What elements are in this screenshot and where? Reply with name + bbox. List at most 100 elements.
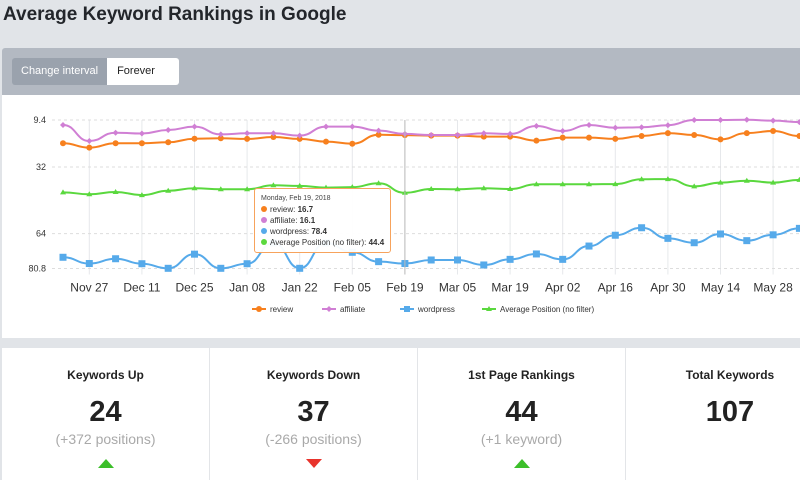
- point-diamond[interactable]: [428, 131, 435, 138]
- point-square[interactable]: [191, 250, 198, 258]
- point-triangle[interactable]: [664, 176, 671, 182]
- point-circle[interactable]: [256, 306, 262, 312]
- point-diamond[interactable]: [270, 130, 277, 137]
- point-circle[interactable]: [375, 131, 382, 138]
- point-triangle[interactable]: [454, 186, 461, 192]
- point-circle[interactable]: [270, 134, 277, 141]
- point-square[interactable]: [717, 230, 724, 238]
- point-triangle[interactable]: [375, 180, 382, 186]
- point-diamond[interactable]: [60, 121, 66, 128]
- point-square[interactable]: [454, 256, 461, 264]
- point-triangle[interactable]: [691, 183, 698, 189]
- point-circle[interactable]: [296, 135, 303, 142]
- point-triangle[interactable]: [717, 179, 724, 185]
- point-square[interactable]: [138, 260, 146, 268]
- point-triangle[interactable]: [612, 181, 619, 187]
- point-diamond[interactable]: [770, 117, 777, 124]
- point-square[interactable]: [427, 256, 435, 264]
- point-triangle[interactable]: [60, 189, 66, 195]
- point-diamond[interactable]: [586, 121, 592, 128]
- point-triangle[interactable]: [349, 184, 356, 190]
- point-circle[interactable]: [60, 140, 66, 147]
- point-square[interactable]: [769, 231, 777, 239]
- point-triangle[interactable]: [296, 182, 303, 188]
- point-triangle[interactable]: [559, 181, 566, 187]
- point-diamond[interactable]: [165, 126, 172, 133]
- point-triangle[interactable]: [112, 188, 119, 194]
- point-triangle[interactable]: [638, 176, 645, 182]
- point-circle[interactable]: [743, 130, 750, 137]
- point-diamond[interactable]: [326, 306, 332, 312]
- point-diamond[interactable]: [664, 122, 671, 129]
- point-diamond[interactable]: [796, 119, 800, 126]
- point-square[interactable]: [85, 260, 93, 268]
- point-circle[interactable]: [770, 128, 777, 135]
- point-diamond[interactable]: [138, 130, 145, 137]
- point-square[interactable]: [532, 250, 540, 258]
- point-circle[interactable]: [796, 133, 800, 140]
- point-diamond[interactable]: [323, 123, 329, 130]
- point-diamond[interactable]: [217, 131, 224, 138]
- point-square[interactable]: [795, 224, 800, 232]
- point-square[interactable]: [743, 237, 751, 245]
- point-square[interactable]: [112, 255, 120, 263]
- point-diamond[interactable]: [533, 123, 540, 130]
- legend-item[interactable]: wordpress: [400, 305, 455, 314]
- point-diamond[interactable]: [507, 130, 514, 137]
- interval-selector[interactable]: Change interval Forever: [12, 58, 179, 85]
- point-square[interactable]: [506, 255, 514, 263]
- point-triangle[interactable]: [796, 176, 800, 182]
- point-circle[interactable]: [244, 135, 251, 142]
- point-diamond[interactable]: [717, 117, 724, 123]
- point-circle[interactable]: [664, 130, 671, 137]
- point-diamond[interactable]: [559, 128, 566, 135]
- point-triangle[interactable]: [165, 187, 172, 193]
- point-diamond[interactable]: [454, 131, 461, 138]
- point-square[interactable]: [690, 239, 698, 247]
- point-circle[interactable]: [612, 135, 619, 142]
- point-diamond[interactable]: [638, 124, 645, 131]
- point-triangle[interactable]: [217, 186, 224, 192]
- point-circle[interactable]: [480, 133, 487, 140]
- point-circle[interactable]: [638, 133, 645, 140]
- change-interval-label[interactable]: Change interval: [12, 58, 108, 85]
- point-diamond[interactable]: [112, 129, 119, 136]
- point-triangle[interactable]: [533, 181, 540, 187]
- point-circle[interactable]: [717, 136, 724, 143]
- point-circle[interactable]: [217, 135, 224, 142]
- point-circle[interactable]: [191, 135, 198, 142]
- point-circle[interactable]: [138, 140, 145, 147]
- point-diamond[interactable]: [191, 123, 198, 130]
- point-triangle[interactable]: [586, 181, 592, 187]
- point-diamond[interactable]: [480, 130, 487, 137]
- point-circle[interactable]: [165, 139, 172, 146]
- point-circle[interactable]: [533, 137, 540, 144]
- point-square[interactable]: [480, 261, 488, 269]
- interval-dropdown[interactable]: Forever: [107, 58, 179, 85]
- point-circle[interactable]: [559, 134, 566, 141]
- point-circle[interactable]: [586, 134, 592, 141]
- point-square[interactable]: [638, 224, 646, 232]
- point-square[interactable]: [164, 264, 172, 272]
- point-circle[interactable]: [349, 140, 356, 147]
- point-diamond[interactable]: [86, 138, 93, 145]
- point-square[interactable]: [243, 260, 251, 268]
- point-square[interactable]: [664, 234, 672, 242]
- point-triangle[interactable]: [270, 182, 277, 188]
- point-diamond[interactable]: [743, 116, 750, 123]
- point-triangle[interactable]: [428, 186, 435, 192]
- point-triangle[interactable]: [507, 186, 514, 192]
- point-square[interactable]: [611, 231, 619, 239]
- point-square[interactable]: [296, 264, 304, 272]
- point-triangle[interactable]: [486, 306, 492, 311]
- point-diamond[interactable]: [691, 117, 698, 123]
- legend-item[interactable]: Average Position (no filter): [482, 305, 594, 314]
- legend-item[interactable]: review: [252, 305, 293, 314]
- point-diamond[interactable]: [375, 127, 382, 134]
- legend-item[interactable]: affiliate: [322, 305, 366, 314]
- point-circle[interactable]: [691, 131, 698, 138]
- point-triangle[interactable]: [191, 185, 198, 191]
- point-square[interactable]: [404, 306, 410, 312]
- rankings-line-chart[interactable]: Nov 27 Dec 11 Dec 25 Jan 08 Jan 22 Feb 05 Feb …: [2, 95, 800, 338]
- point-triangle[interactable]: [480, 185, 487, 191]
